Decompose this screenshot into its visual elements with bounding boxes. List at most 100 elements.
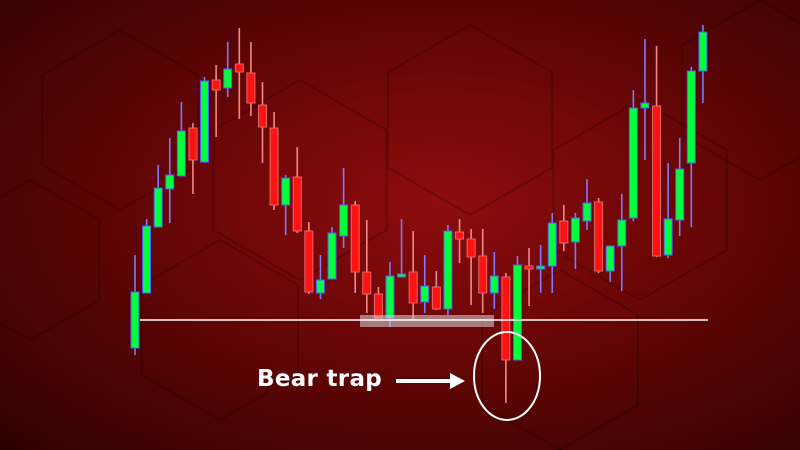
candle-body — [246, 72, 256, 104]
candle-body — [234, 63, 244, 73]
candle-body — [281, 177, 291, 206]
candle-body — [489, 275, 499, 294]
candle-body — [431, 286, 441, 310]
bearish-candle — [478, 229, 488, 313]
bearish-candle — [455, 219, 465, 263]
bearish-candle — [188, 123, 198, 194]
candle-body — [373, 293, 383, 319]
bullish-candle — [397, 219, 407, 278]
candle-body — [466, 238, 476, 258]
bullish-candle — [582, 179, 592, 230]
bullish-candle — [153, 165, 163, 228]
candle-body — [594, 201, 604, 272]
bearish-candle — [350, 201, 360, 293]
support-zone-highlight — [360, 315, 494, 327]
bullish-candle — [489, 252, 499, 309]
candle-body — [478, 255, 488, 294]
hexagon-decoration — [681, 0, 800, 182]
candle-body — [628, 107, 638, 219]
bearish-candle — [408, 231, 418, 320]
candle-body — [257, 104, 267, 128]
bearish-candle — [594, 198, 604, 273]
candle-body — [524, 265, 534, 270]
arrow-right-icon — [396, 373, 465, 389]
bullish-candle — [176, 102, 186, 177]
candle-body — [385, 275, 395, 319]
bullish-candle — [686, 67, 696, 227]
bullish-candle — [327, 227, 337, 280]
candle-body — [675, 168, 685, 221]
candle-body — [315, 279, 325, 294]
hexagon-decoration — [212, 78, 388, 282]
candle-body — [547, 222, 557, 267]
hexagon-decoration — [0, 178, 101, 342]
candle-body — [512, 264, 522, 361]
bullish-candle — [165, 138, 175, 223]
candle-body — [582, 202, 592, 222]
bullish-candle — [536, 245, 546, 293]
candle-body — [443, 230, 453, 310]
candle-body — [559, 220, 569, 244]
bearish-candle — [652, 46, 662, 257]
bullish-candle — [512, 256, 522, 361]
bearish-candle — [234, 28, 244, 119]
candle-body — [339, 204, 349, 237]
candle-body — [362, 271, 372, 295]
candle-body — [605, 245, 615, 272]
bullish-candle — [420, 255, 430, 313]
hexagon-decoration — [41, 28, 199, 212]
bullish-candle — [315, 255, 325, 299]
candle-body — [686, 70, 696, 164]
candle-body — [153, 187, 163, 228]
candle-body — [350, 204, 360, 273]
candle-body — [269, 127, 279, 206]
bullish-candle — [339, 168, 349, 248]
candle-body — [165, 174, 175, 190]
bullish-candle — [617, 194, 627, 291]
bear-trap-circle — [473, 331, 541, 421]
candle-body — [130, 291, 140, 349]
candle-body — [188, 127, 198, 161]
bearish-candle — [269, 112, 279, 210]
candle-body — [420, 285, 430, 303]
candle-body — [211, 79, 221, 91]
bullish-candle — [281, 175, 291, 235]
bearish-candle — [559, 205, 569, 251]
candle-body — [617, 219, 627, 247]
bullish-candle — [570, 213, 580, 269]
bearish-candle — [211, 65, 221, 137]
candle-body — [327, 232, 337, 280]
bullish-candle — [663, 163, 673, 258]
candle-body — [200, 80, 210, 163]
bullish-candle — [200, 77, 210, 163]
bearish-candle — [466, 229, 476, 305]
candle-body — [223, 68, 233, 89]
bearish-candle — [292, 147, 302, 233]
candle-body — [292, 176, 302, 232]
bearish-candle — [524, 248, 534, 306]
candle-body — [408, 271, 418, 304]
bullish-candle — [640, 39, 650, 160]
bullish-candle — [443, 225, 453, 315]
hexagon-decoration — [552, 98, 728, 302]
candle-body — [570, 217, 580, 243]
candle-body — [176, 130, 186, 177]
candle-body — [501, 276, 511, 361]
candle-body — [698, 31, 708, 72]
bullish-candle — [675, 138, 685, 236]
bearish-candle — [246, 42, 256, 116]
bullish-candle — [605, 245, 615, 282]
bearish-candle — [257, 82, 267, 163]
bullish-candle — [130, 255, 140, 355]
candles-group — [130, 25, 708, 403]
bullish-candle — [223, 42, 233, 97]
bearish-candle — [362, 220, 372, 313]
bearish-candle — [501, 273, 511, 403]
candle-body — [304, 230, 314, 293]
candle-body — [455, 231, 465, 240]
hexagon-decoration — [386, 23, 554, 217]
bullish-candle — [698, 25, 708, 103]
bullish-candle — [628, 90, 638, 221]
